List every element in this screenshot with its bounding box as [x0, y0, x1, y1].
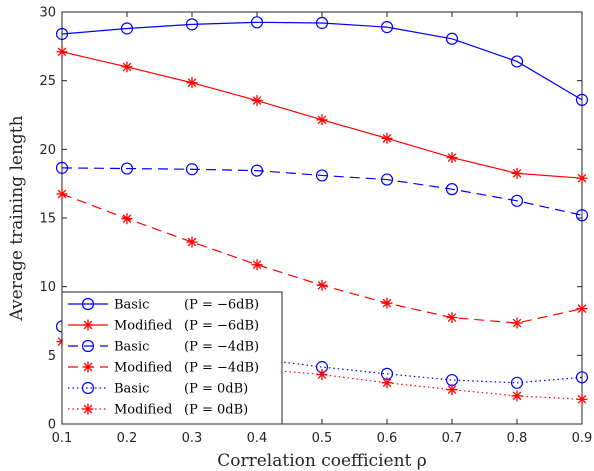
circle-marker: [250, 164, 264, 177]
series-2: [56, 46, 588, 184]
circle-marker: [55, 27, 69, 41]
circle-marker: [81, 297, 95, 311]
x-tick-label: 0.9: [572, 431, 593, 446]
y-tick-label: 25: [39, 74, 56, 89]
legend-label: Modified: [114, 403, 172, 418]
asterisk-marker: [316, 114, 328, 126]
x-tick-label: 0.2: [117, 431, 138, 446]
y-tick-label: 15: [39, 212, 56, 227]
x-tick-label: 0.6: [377, 431, 398, 446]
circle-marker: [510, 376, 524, 389]
circle-marker: [185, 163, 199, 176]
series-4: [56, 188, 588, 329]
series-3: [55, 161, 589, 222]
asterisk-marker: [381, 132, 393, 144]
legend-label: Modified: [114, 361, 172, 376]
y-axis-label: Average training length: [7, 115, 27, 321]
x-tick-label: 0.5: [312, 431, 333, 446]
legend-item: Basic (P = −4dB): [68, 340, 259, 355]
circle-marker: [575, 371, 589, 384]
asterisk-marker: [576, 303, 588, 315]
asterisk-marker: [56, 46, 68, 58]
legend: Basic (P = −6dB) Modified (P = −6dB) Basic (P…: [61, 291, 283, 425]
asterisk-marker: [121, 61, 133, 73]
circle-marker: [380, 173, 394, 186]
circle-marker: [81, 339, 95, 353]
asterisk-marker: [446, 152, 458, 164]
asterisk-marker: [56, 188, 68, 200]
circle-marker: [575, 209, 589, 222]
legend-item: Modified (P = −6dB): [68, 319, 259, 334]
y-tick-label: 20: [39, 143, 56, 158]
asterisk-marker: [82, 319, 94, 331]
x-axis: 0.1 0.2 0.3 0.4 0.5 0.6 0.7 0.8 0.9: [52, 12, 593, 446]
y-tick-label: 10: [39, 280, 56, 295]
asterisk-marker: [446, 312, 458, 324]
legend-condition: (P = −4dB): [184, 361, 259, 376]
asterisk-marker: [82, 403, 94, 415]
x-tick-label: 0.8: [507, 431, 528, 446]
y-tick-label: 0: [48, 418, 56, 433]
legend-box: [61, 291, 283, 425]
circle-marker: [315, 169, 329, 182]
x-tick-label: 0.3: [182, 431, 203, 446]
circle-marker: [380, 21, 394, 34]
legend-condition: (P = −6dB): [184, 298, 259, 313]
x-tick-label: 0.1: [52, 431, 73, 446]
asterisk-marker: [511, 390, 523, 402]
circle-marker: [445, 183, 459, 196]
asterisk-marker: [511, 167, 523, 179]
legend-label: Basic: [114, 382, 149, 397]
legend-condition: (P = 0dB): [184, 382, 248, 397]
asterisk-marker: [576, 172, 588, 184]
legend-item: Basic (P = −6dB): [68, 298, 259, 313]
circle-marker: [510, 194, 524, 207]
circle-marker: [81, 381, 95, 395]
legend-condition: (P = 0dB): [184, 403, 248, 418]
asterisk-marker: [251, 259, 263, 271]
legend-condition: (P = −4dB): [184, 340, 259, 355]
x-tick-label: 0.4: [247, 431, 268, 446]
asterisk-marker: [316, 369, 328, 381]
legend-label: Basic: [114, 298, 149, 313]
circle-marker: [510, 55, 524, 68]
asterisk-marker: [82, 361, 94, 373]
y-axis: 0 5 10 15 20 25 30: [39, 6, 582, 433]
legend-label: Basic: [114, 340, 149, 355]
asterisk-marker: [381, 377, 393, 389]
x-axis-label: Correlation coefficient ρ: [217, 451, 427, 471]
asterisk-marker: [251, 95, 263, 107]
x-tick-label: 0.7: [442, 431, 463, 446]
circle-marker: [120, 22, 134, 35]
circle-marker: [185, 18, 199, 31]
legend-item: Basic (P = 0dB): [68, 382, 248, 397]
legend-condition: (P = −6dB): [184, 319, 259, 334]
asterisk-marker: [186, 236, 198, 248]
y-tick-label: 5: [48, 349, 56, 364]
series-line: [61, 325, 583, 384]
circle-marker: [575, 93, 589, 106]
asterisk-marker: [186, 77, 198, 89]
series-line: [61, 167, 583, 216]
series-line: [61, 21, 583, 101]
circle-marker: [120, 162, 134, 175]
legend-item: Modified (P = −4dB): [68, 361, 259, 376]
asterisk-marker: [316, 279, 328, 291]
y-tick-label: 30: [39, 6, 56, 21]
legend-label: Modified: [114, 319, 172, 334]
circle-marker: [55, 161, 69, 174]
legend-item: Modified (P = 0dB): [68, 403, 248, 418]
asterisk-marker: [121, 213, 133, 225]
asterisk-marker: [381, 297, 393, 309]
asterisk-marker: [511, 317, 523, 329]
circle-marker: [445, 32, 459, 45]
asterisk-marker: [576, 393, 588, 405]
circle-marker: [315, 16, 329, 30]
circle-marker: [250, 16, 264, 29]
asterisk-marker: [446, 384, 458, 396]
series-1: [55, 16, 589, 106]
